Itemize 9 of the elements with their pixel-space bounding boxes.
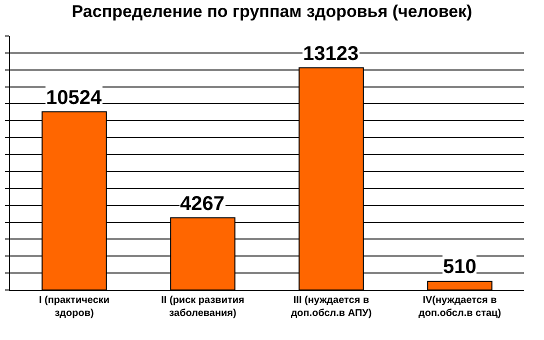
x-tick-label: III (нуждается в доп.обсл.в АПУ) [290, 295, 372, 319]
data-label: 13123 [303, 43, 359, 65]
x-tick-label: II (риск развития заболевания) [161, 295, 245, 319]
chart-title: Распределение по группам здоровья (человек) [72, 2, 472, 21]
x-tick-label: I (практически здоров) [38, 295, 110, 319]
data-label: 510 [443, 256, 476, 278]
x-tick-label: IV(нуждается в доп.обсл.в стац) [418, 295, 502, 319]
data-label: 4267 [180, 193, 224, 215]
data-label: 10524 [46, 87, 102, 109]
